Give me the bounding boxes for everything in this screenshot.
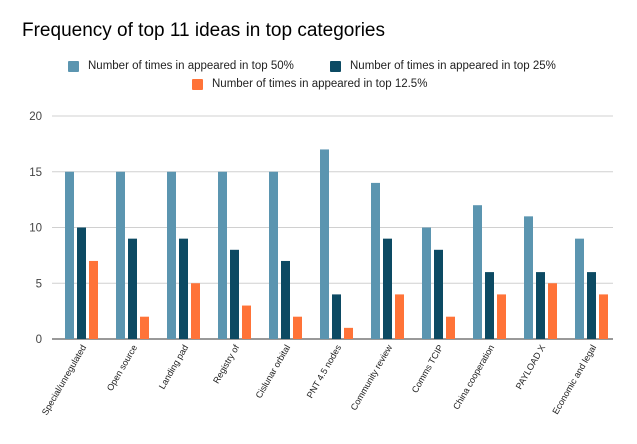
bar-series-2-4 [230, 249, 239, 339]
legend-item-top-12-5: Number of times in appeared in top 12.5% [192, 78, 427, 90]
x-tick-label: Landing pad [157, 343, 190, 391]
bar-series-3-5 [293, 316, 302, 339]
bar-series-2-2 [128, 238, 137, 339]
x-tick-label: China cooperation [451, 343, 496, 411]
bar-series-3-2 [140, 316, 149, 339]
bar-series-3-9 [497, 294, 506, 339]
bar-series-1-10 [524, 216, 533, 339]
bar-series-3-10 [548, 283, 557, 339]
bar-series-3-1 [89, 260, 98, 339]
x-tick-label: PNT 4.5 nodes [305, 343, 344, 400]
bar-series-2-1 [77, 227, 86, 339]
x-tick-label: Open source [105, 343, 139, 393]
x-tick-label: Economic and legal [550, 343, 598, 416]
bar-series-1-11 [575, 238, 584, 339]
x-tick-label: Comms TCIP [410, 343, 446, 395]
bar-series-2-11 [587, 272, 596, 339]
bar-series-2-3 [179, 238, 188, 339]
bar-series-1-7 [371, 182, 380, 339]
bar-series-3-11 [599, 294, 608, 339]
y-tick-label: 20 [29, 111, 42, 123]
chart-title: Frequency of top 11 ideas in top categor… [22, 20, 385, 41]
y-tick-label: 0 [36, 334, 42, 346]
bar-series-1-6 [320, 149, 329, 339]
bar-series-3-3 [191, 283, 200, 339]
y-tick-label: 5 [36, 278, 42, 290]
x-tick-label: Cislunar orbital [254, 343, 293, 400]
bar-series-2-6 [332, 294, 341, 339]
y-tick-label: 15 [29, 167, 42, 179]
bar-series-1-1 [65, 171, 74, 339]
legend-swatch-top-12-5 [192, 78, 203, 90]
bar-series-3-8 [446, 316, 455, 339]
legend-swatch-top-50 [68, 60, 79, 72]
bar-series-1-8 [422, 227, 431, 339]
bar-series-1-3 [167, 171, 176, 339]
bar-series-1-5 [269, 171, 278, 339]
bar-series-2-8 [434, 249, 443, 339]
bar-series-1-9 [473, 205, 482, 339]
x-tick-label: Special/unregulated [40, 343, 88, 417]
legend-label-top-25: Number of times in appeared in top 25% [350, 60, 556, 72]
legend-item-top-50: Number of times in appeared in top 50% [68, 60, 294, 72]
legend-label-top-50: Number of times in appeared in top 50% [88, 60, 294, 72]
bar-series-3-4 [242, 305, 251, 339]
bar-series-2-10 [536, 272, 545, 339]
bar-series-2-7 [383, 238, 392, 339]
bar-series-1-4 [218, 171, 227, 339]
bar-series-2-9 [485, 272, 494, 339]
legend-swatch-top-25 [330, 60, 341, 72]
legend-label-top-12-5: Number of times in appeared in top 12.5% [212, 78, 428, 90]
x-tick-label: PAYLOAD X [514, 343, 548, 391]
x-tick-label: Registry of [211, 343, 241, 386]
bar-series-2-5 [281, 260, 290, 339]
legend-item-top-25: Number of times in appeared in top 25% [330, 60, 556, 72]
bar-series-3-7 [395, 294, 404, 339]
x-tick-label: Community review [349, 343, 395, 413]
bar-series-1-2 [116, 171, 125, 339]
y-tick-label: 10 [29, 223, 42, 235]
bar-series-3-6 [344, 327, 353, 339]
